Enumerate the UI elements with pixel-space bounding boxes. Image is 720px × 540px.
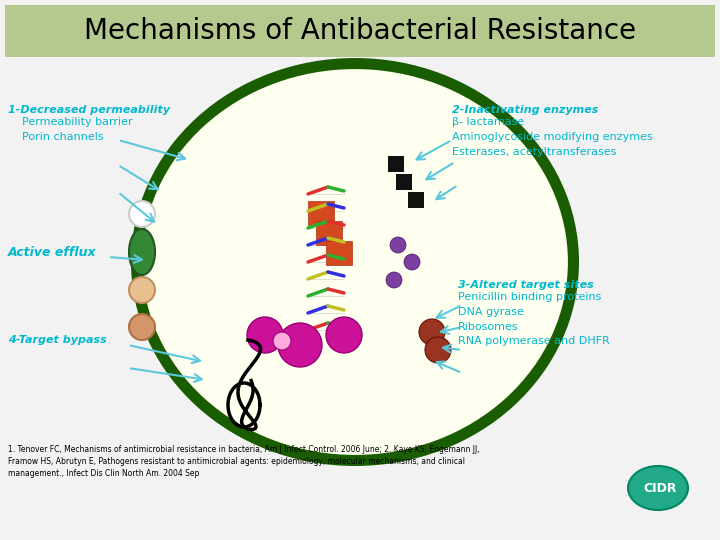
Circle shape xyxy=(419,319,445,345)
Ellipse shape xyxy=(140,67,570,457)
Text: 1. Tenover FC, Mechanisms of antimicrobial resistance in bacteria, Am J Infect C: 1. Tenover FC, Mechanisms of antimicrobi… xyxy=(8,445,480,477)
Text: Penicillin binding proteins
DNA gyrase
Ribosomes
RNA polymerase and DHFR: Penicillin binding proteins DNA gyrase R… xyxy=(458,292,610,346)
Text: 3-Altered target sites: 3-Altered target sites xyxy=(458,280,594,290)
Bar xyxy=(326,241,352,265)
Circle shape xyxy=(278,323,322,367)
Text: CIDR: CIDR xyxy=(643,482,677,495)
Circle shape xyxy=(129,314,155,340)
Text: Permeability barrier
Porin channels: Permeability barrier Porin channels xyxy=(22,117,132,142)
Ellipse shape xyxy=(131,58,579,466)
Circle shape xyxy=(129,239,155,265)
Circle shape xyxy=(386,272,402,288)
Bar xyxy=(308,201,334,225)
Bar xyxy=(5,5,715,57)
Ellipse shape xyxy=(628,466,688,510)
Bar xyxy=(396,174,412,190)
Circle shape xyxy=(273,332,291,350)
Text: β- lactamase
Aminoglycoside modifying enzymes
Esterases, acetyltransferases: β- lactamase Aminoglycoside modifying en… xyxy=(452,117,653,157)
Text: 1-Decreased permeability: 1-Decreased permeability xyxy=(8,105,170,115)
Bar xyxy=(316,221,342,245)
Text: 4-Target bypass: 4-Target bypass xyxy=(8,335,107,345)
Text: 2-Inactivating enzymes: 2-Inactivating enzymes xyxy=(452,105,598,115)
Ellipse shape xyxy=(129,229,155,275)
Circle shape xyxy=(390,237,406,253)
Circle shape xyxy=(129,201,155,227)
Text: Mechanisms of Antibacterial Resistance: Mechanisms of Antibacterial Resistance xyxy=(84,17,636,45)
Bar xyxy=(388,156,404,172)
Circle shape xyxy=(129,277,155,303)
Circle shape xyxy=(326,317,362,353)
Circle shape xyxy=(425,337,451,363)
Bar xyxy=(408,192,424,208)
Circle shape xyxy=(404,254,420,270)
Text: Active efflux: Active efflux xyxy=(8,246,96,259)
Circle shape xyxy=(247,317,283,353)
